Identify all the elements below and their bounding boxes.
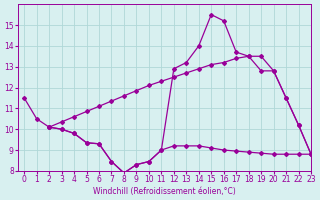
X-axis label: Windchill (Refroidissement éolien,°C): Windchill (Refroidissement éolien,°C) [93, 187, 236, 196]
